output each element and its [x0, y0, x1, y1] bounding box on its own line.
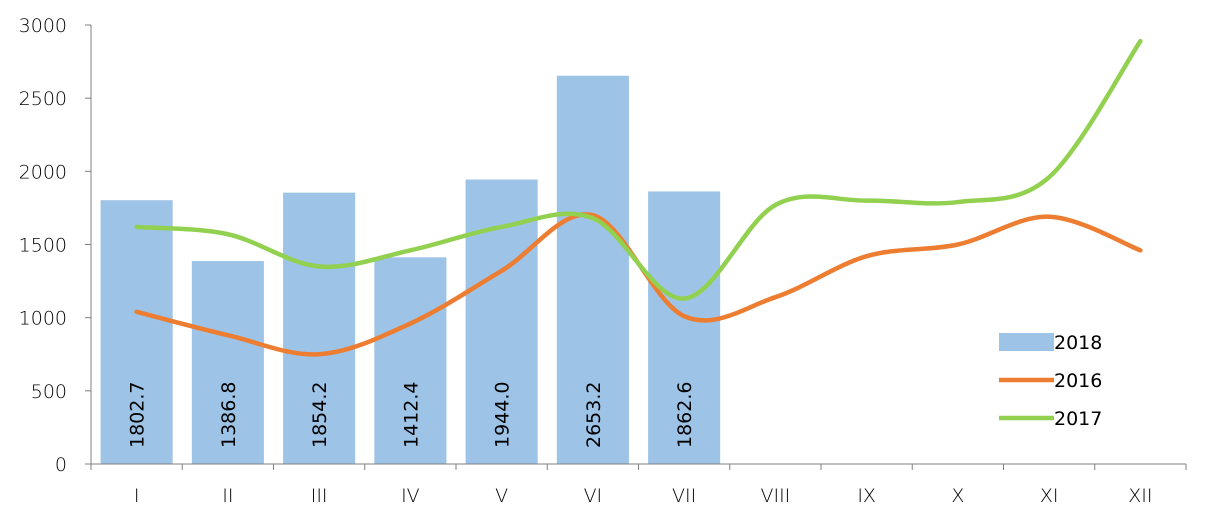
legend-label-2018: 2018	[1054, 332, 1102, 354]
bar	[374, 257, 447, 464]
x-tick-label: V	[495, 485, 508, 507]
x-tick-label: III	[311, 485, 328, 507]
y-tick-label: 3000	[19, 15, 67, 37]
x-tick-label: II	[222, 485, 233, 507]
y-tick-label: 500	[31, 381, 67, 403]
x-tick-label: XI	[1040, 485, 1059, 507]
x-tick-label: VII	[672, 485, 696, 507]
y-tick-label: 1500	[19, 235, 67, 257]
legend-swatch-2018	[999, 333, 1054, 351]
x-tick-label: IV	[401, 485, 420, 507]
y-tick-label: 0	[55, 454, 67, 476]
bar	[648, 191, 721, 465]
y-tick-label: 2500	[19, 88, 67, 110]
bar-data-labels: 1802.7 1386.8 1854.2 1412.4 1944.0 2653.2 1862…	[127, 382, 697, 448]
bar-data-label: 1412.4	[400, 382, 422, 448]
lines	[134, 38, 1143, 357]
legend: 2018 2016 2017	[999, 332, 1102, 430]
y-tick-label: 1000	[19, 308, 67, 330]
bar	[556, 75, 629, 464]
bar-data-label: 1802.7	[127, 382, 149, 448]
x-tick-label: X	[951, 485, 964, 507]
bar	[100, 200, 173, 464]
bars	[100, 75, 721, 465]
bar-data-label: 1862.6	[674, 382, 696, 448]
bar	[191, 261, 264, 464]
line-series-2017	[134, 38, 1143, 301]
bar	[283, 192, 356, 464]
x-tick-label: I	[134, 485, 140, 507]
bar-data-label: 1386.8	[218, 382, 240, 448]
bar-data-label: 1854.2	[309, 382, 331, 448]
y-tick-label: 2000	[19, 161, 67, 183]
x-tick-label: VIII	[760, 485, 790, 507]
legend-label-2017: 2017	[1054, 408, 1102, 430]
legend-label-2016: 2016	[1054, 370, 1102, 392]
bar-data-label: 2653.2	[583, 382, 605, 448]
bar-data-label: 1944.0	[492, 382, 514, 448]
x-tick-label: VI	[584, 485, 603, 507]
x-tick-label: IX	[857, 485, 876, 507]
x-tick-label: XII	[1128, 485, 1152, 507]
